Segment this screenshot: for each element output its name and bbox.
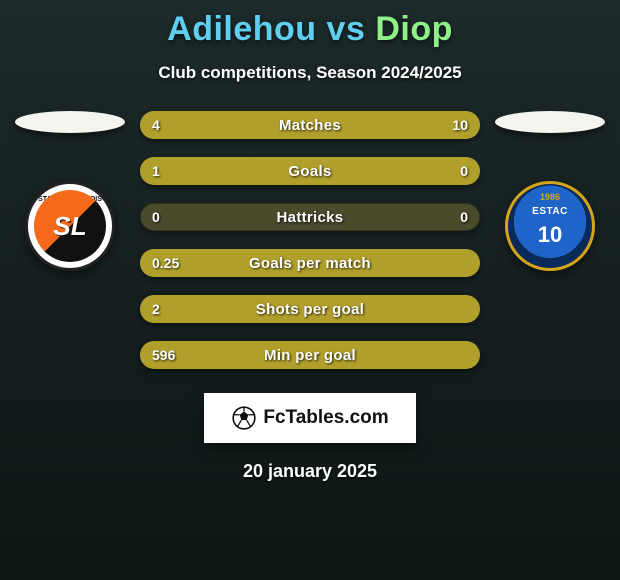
team-badge-left: STADE LAVALLOIS SL bbox=[25, 181, 115, 271]
stat-bar: 596Min per goal bbox=[140, 341, 480, 369]
bar-label: Matches bbox=[140, 111, 480, 139]
stat-bar: 410Matches bbox=[140, 111, 480, 139]
badge-right-tag: ESTAC bbox=[508, 206, 592, 217]
stat-bar: 0.25Goals per match bbox=[140, 249, 480, 277]
page-title: Adilehou vs Diop bbox=[0, 10, 620, 49]
badge-left-inner: SL bbox=[34, 190, 106, 262]
player2-name: Diop bbox=[375, 10, 453, 48]
soccer-ball-icon bbox=[231, 405, 257, 431]
bar-label: Goals bbox=[140, 157, 480, 185]
main-row: STADE LAVALLOIS SL 410Matches10Goals00Ha… bbox=[0, 111, 620, 369]
stat-bar: 10Goals bbox=[140, 157, 480, 185]
subtitle: Club competitions, Season 2024/2025 bbox=[0, 63, 620, 83]
left-side: STADE LAVALLOIS SL bbox=[10, 111, 130, 271]
left-ellipse bbox=[15, 111, 125, 133]
site-logo-text: FcTables.com bbox=[263, 407, 388, 429]
bar-label: Shots per goal bbox=[140, 295, 480, 323]
badge-left-center: SL bbox=[53, 211, 86, 242]
stat-bar: 00Hattricks bbox=[140, 203, 480, 231]
vs-label: vs bbox=[327, 10, 366, 48]
bar-label: Goals per match bbox=[140, 249, 480, 277]
bar-label: Min per goal bbox=[140, 341, 480, 369]
stat-bars: 410Matches 10Goals 00Hattricks 0.25Goals pe… bbox=[140, 111, 480, 369]
site-logo: FcTables.com bbox=[204, 393, 416, 443]
bar-label: Hattricks bbox=[140, 203, 480, 231]
badge-right-year: 1986 bbox=[508, 192, 592, 202]
snapshot-date: 20 january 2025 bbox=[0, 461, 620, 482]
stat-bar: 2Shots per goal bbox=[140, 295, 480, 323]
right-side: 1986 ESTAC 10 bbox=[490, 111, 610, 271]
badge-right-num: 10 bbox=[508, 222, 592, 248]
player1-name: Adilehou bbox=[167, 10, 316, 48]
comparison-card: Adilehou vs Diop Club competitions, Seas… bbox=[0, 0, 620, 580]
right-ellipse bbox=[495, 111, 605, 133]
team-badge-right: 1986 ESTAC 10 bbox=[505, 181, 595, 271]
